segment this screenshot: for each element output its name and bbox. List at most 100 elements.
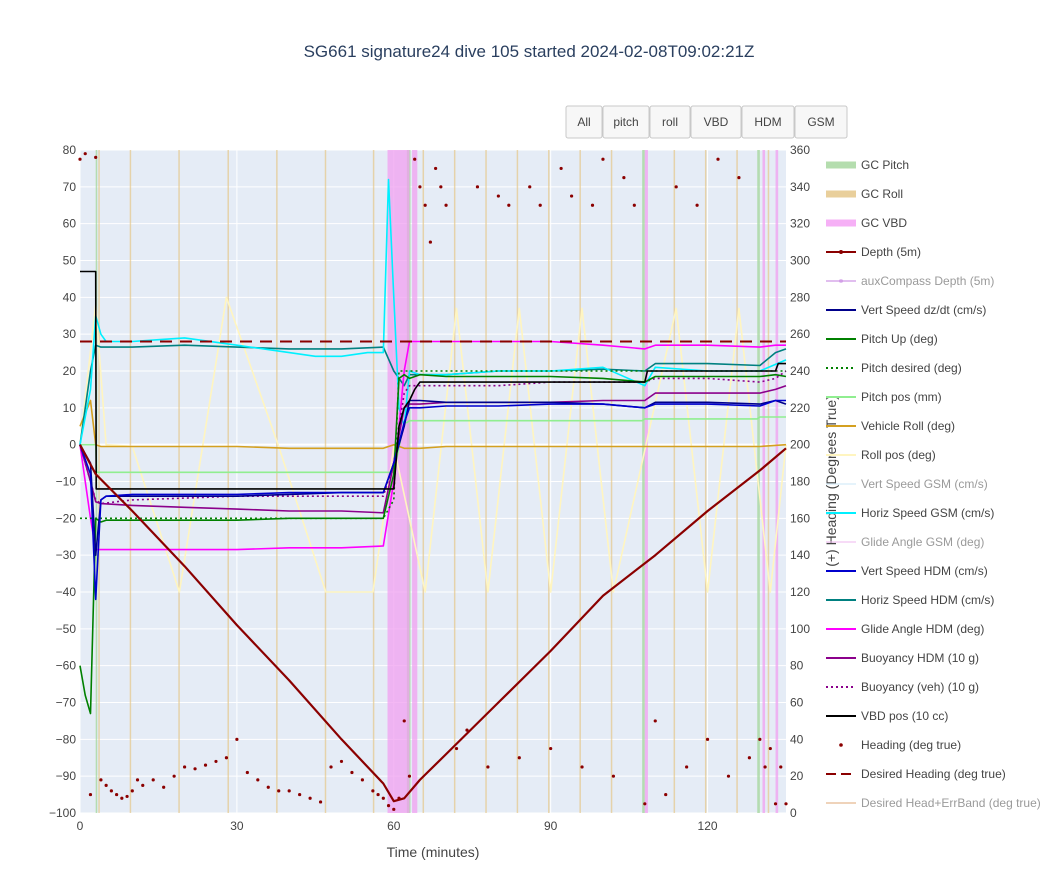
legend-item-depth-5m[interactable]: Depth (5m) [826, 245, 921, 259]
series-layer [78, 152, 788, 811]
legend-label: GC VBD [861, 216, 907, 230]
series-buoyancy-veh-10-g [79, 370, 787, 505]
y2-tick-label: 0 [790, 806, 797, 820]
gc-vbd-band [775, 150, 779, 813]
heading-point [559, 166, 563, 171]
heading-point [397, 796, 401, 800]
heading-point [758, 737, 762, 741]
heading-point [517, 756, 521, 760]
heading-point [162, 785, 166, 789]
legend-item-gc-pitch[interactable]: GC Pitch [826, 158, 909, 172]
button-bg[interactable] [602, 105, 650, 139]
button-bg[interactable] [741, 105, 795, 139]
y2-tick-label: 280 [790, 290, 810, 304]
heading-point [214, 759, 218, 764]
legend-item-desired-head-errband-deg-true[interactable]: Desired Head+ErrBand (deg true) [826, 796, 1041, 810]
gc-roll-band [129, 150, 132, 813]
button-vbd[interactable]: VBD [690, 105, 742, 139]
heading-point [763, 765, 767, 769]
heading-point [120, 796, 124, 800]
legend-marker [839, 279, 843, 283]
legend-item-roll-pos-deg[interactable]: Roll pos (deg) [826, 448, 936, 462]
legend-item-vert-speed-hdm-cm-s[interactable]: Vert Speed HDM (cm/s) [826, 564, 988, 578]
legend-item-heading-deg-true[interactable]: Heading (deg true) [839, 738, 961, 752]
legend-item-desired-heading-deg-true[interactable]: Desired Heading (deg true) [826, 767, 1006, 781]
gc-roll-band [485, 150, 487, 813]
heading-point [685, 765, 689, 769]
series-vehicle-roll-deg [79, 399, 787, 450]
button-pitch[interactable]: pitch [602, 105, 650, 139]
legend-item-vbd-pos-10-cc[interactable]: VBD pos (10 cc) [826, 709, 948, 723]
heading-point [726, 774, 731, 778]
grid [79, 149, 786, 814]
heading-point [768, 746, 772, 751]
legend-item-buoyancy-veh-10-g[interactable]: Buoyancy (veh) (10 g) [826, 680, 979, 694]
y2-tick-label: 160 [790, 511, 810, 525]
heading-point [193, 767, 197, 771]
y-tick-label: −60 [56, 659, 77, 673]
legend-label: Horiz Speed HDM (cm/s) [861, 593, 994, 607]
legend-item-vehicle-roll-deg[interactable]: Vehicle Roll (deg) [826, 419, 955, 433]
heading-point [308, 796, 312, 800]
legend-item-pitch-pos-mm[interactable]: Pitch pos (mm) [826, 390, 942, 404]
series-roll-pos-deg [79, 296, 787, 593]
heading-point [298, 792, 302, 797]
legend-label: GC Pitch [861, 158, 909, 172]
legend-item-gc-roll[interactable]: GC Roll [826, 187, 903, 201]
heading-point [705, 737, 710, 741]
gc-roll-band [422, 150, 425, 813]
gc-roll-band [227, 150, 229, 813]
button-hdm[interactable]: HDM [741, 105, 795, 139]
heading-point [402, 719, 406, 723]
heading-point [674, 185, 678, 189]
gc-vbd-band [762, 150, 766, 813]
y-tick-label: −100 [49, 806, 76, 820]
gc-roll-band [372, 150, 375, 813]
button-bg[interactable] [690, 105, 742, 139]
button-bg[interactable] [565, 105, 603, 139]
legend-item-auxcompass-depth-5m[interactable]: auxCompass Depth (5m) [826, 274, 994, 288]
y2-tick-label: 120 [790, 585, 810, 599]
button-roll[interactable]: roll [649, 105, 691, 139]
legend: GC Pitch GC Roll GC VBD Depth (5m) auxCompas… [826, 158, 1041, 810]
heading-point [350, 770, 354, 775]
y-tick-label: −20 [56, 511, 77, 525]
y-tick-label: −70 [56, 696, 77, 710]
y-tick-label: 0 [69, 438, 76, 452]
y-tick-label: −90 [56, 769, 77, 783]
heading-point [428, 240, 432, 244]
heading-point [141, 783, 145, 787]
heading-point [695, 203, 699, 207]
button-gsm[interactable]: GSM [794, 105, 848, 139]
gc-roll-band [673, 150, 676, 813]
legend-item-buoyancy-hdm-10-g[interactable]: Buoyancy HDM (10 g) [826, 651, 979, 665]
legend-label: Vert Speed dz/dt (cm/s) [861, 303, 986, 317]
legend-label: Roll pos (deg) [861, 448, 936, 462]
legend-item-vert-speed-gsm-cm-s[interactable]: Vert Speed GSM (cm/s) [826, 477, 988, 491]
heading-point [418, 185, 422, 189]
x-axis-title: Time (minutes) [387, 844, 480, 860]
button-bg[interactable] [794, 105, 848, 139]
legend-item-pitch-up-deg[interactable]: Pitch Up (deg) [826, 332, 938, 346]
heading-point [747, 756, 751, 760]
button-all[interactable]: All [565, 105, 603, 139]
button-bg[interactable] [649, 105, 691, 139]
heading-point [439, 185, 443, 189]
heading-point [277, 789, 281, 793]
legend-item-horiz-speed-hdm-cm-s[interactable]: Horiz Speed HDM (cm/s) [826, 593, 994, 607]
y2-tick-label: 100 [790, 622, 810, 636]
legend-item-glide-angle-hdm-deg[interactable]: Glide Angle HDM (deg) [826, 622, 984, 636]
legend-item-pitch-desired-deg[interactable]: Pitch desired (deg) [826, 361, 962, 375]
legend-item-gc-vbd[interactable]: GC VBD [826, 216, 907, 230]
heading-point [664, 792, 668, 797]
legend-label: auxCompass Depth (5m) [861, 274, 994, 288]
heading-point [182, 765, 187, 769]
legend-item-glide-angle-gsm-deg[interactable]: Glide Angle GSM (deg) [826, 535, 984, 549]
legend-item-vert-speed-dz-dt-cm-s[interactable]: Vert Speed dz/dt (cm/s) [826, 303, 986, 317]
y2-tick-label: 240 [790, 364, 810, 378]
y2-tick-label: 40 [790, 732, 804, 746]
heading-point [287, 789, 291, 793]
heading-point [381, 796, 385, 800]
legend-item-horiz-speed-gsm-cm-s[interactable]: Horiz Speed GSM (cm/s) [826, 506, 994, 520]
